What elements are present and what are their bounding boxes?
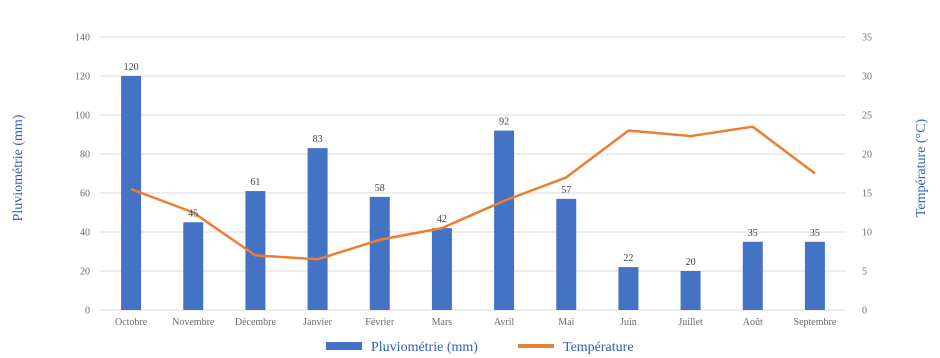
bar [742, 241, 763, 310]
y-tick-label: 120 [75, 72, 90, 83]
bar [556, 198, 577, 310]
y2-tick-label: 0 [862, 306, 867, 317]
x-tick-label: Mars [432, 317, 453, 328]
x-tick-label: Août [743, 317, 763, 328]
x-tick-label: Mai [558, 317, 574, 328]
temperature-line [130, 125, 816, 261]
y-tick-label: 0 [85, 306, 90, 317]
bar [804, 241, 825, 310]
bar-data-label: 83 [313, 134, 323, 145]
y-tick-label: 140 [75, 33, 90, 44]
y-tick-label: 100 [75, 111, 90, 122]
bar [121, 76, 142, 310]
y2-tick-label: 15 [862, 189, 872, 200]
x-tick-label: Juin [620, 317, 637, 328]
bar-data-label: 58 [375, 183, 385, 194]
legend-swatch-line [518, 344, 554, 348]
bar [307, 148, 328, 310]
y-axis-title: Pluviométrie (mm) [11, 114, 26, 221]
bars-series [121, 76, 825, 310]
bar [431, 228, 452, 310]
bar [618, 267, 639, 310]
y2-tick-label: 20 [862, 150, 872, 161]
x-tick-label: Février [365, 317, 395, 328]
bar-data-label: 92 [499, 117, 509, 128]
bar [245, 191, 266, 310]
y-tick-label: 40 [80, 228, 90, 239]
y2-tick-label: 5 [862, 267, 867, 278]
y2-tick-label: 10 [862, 228, 872, 239]
y-tick-label: 60 [80, 189, 90, 200]
gridlines [100, 36, 846, 311]
legend: Pluviométrie (mm) Température [326, 340, 634, 355]
bar-data-label: 57 [561, 185, 571, 196]
line-series [130, 125, 816, 261]
x-tick-label: Septembre [794, 317, 837, 328]
legend-label-bar: Pluviométrie (mm) [371, 340, 478, 355]
bar [369, 196, 390, 310]
bar [680, 271, 701, 310]
category-labels: Octobre Novembre Décembre Janvier Février Mar… [115, 317, 837, 328]
legend-swatch-bar [326, 342, 362, 350]
bar-data-label: 61 [250, 177, 260, 188]
data-labels: 120 45 61 83 58 42 92 57 22 20 35 35 [124, 62, 820, 268]
y-tick-label: 20 [80, 267, 90, 278]
legend-label-line: Température [563, 340, 634, 355]
left-axis-ticks: 0 20 40 60 80 100 120 140 [75, 33, 90, 317]
y2-axis-title: Température (°C) [914, 119, 929, 218]
bar-data-label: 120 [124, 62, 139, 73]
bar-data-label: 20 [686, 257, 696, 268]
x-tick-label: Novembre [172, 317, 215, 328]
y-tick-label: 80 [80, 150, 90, 161]
bar-data-label: 45 [188, 208, 198, 219]
bar-data-label: 22 [623, 253, 633, 264]
bar-data-label: 35 [810, 228, 820, 239]
y2-tick-label: 25 [862, 111, 872, 122]
bar-data-label: 42 [437, 214, 447, 225]
y2-tick-label: 35 [862, 33, 872, 44]
bar-data-label: 35 [748, 228, 758, 239]
right-axis-ticks: 0 5 10 15 20 25 30 35 [862, 33, 872, 317]
bar [183, 222, 204, 310]
x-tick-label: Avril [494, 317, 515, 328]
bar [494, 130, 515, 310]
x-tick-label: Juillet [678, 317, 703, 328]
y2-tick-label: 30 [862, 72, 872, 83]
x-tick-label: Octobre [115, 317, 148, 328]
x-tick-label: Janvier [303, 317, 333, 328]
x-tick-label: Décembre [235, 317, 277, 328]
